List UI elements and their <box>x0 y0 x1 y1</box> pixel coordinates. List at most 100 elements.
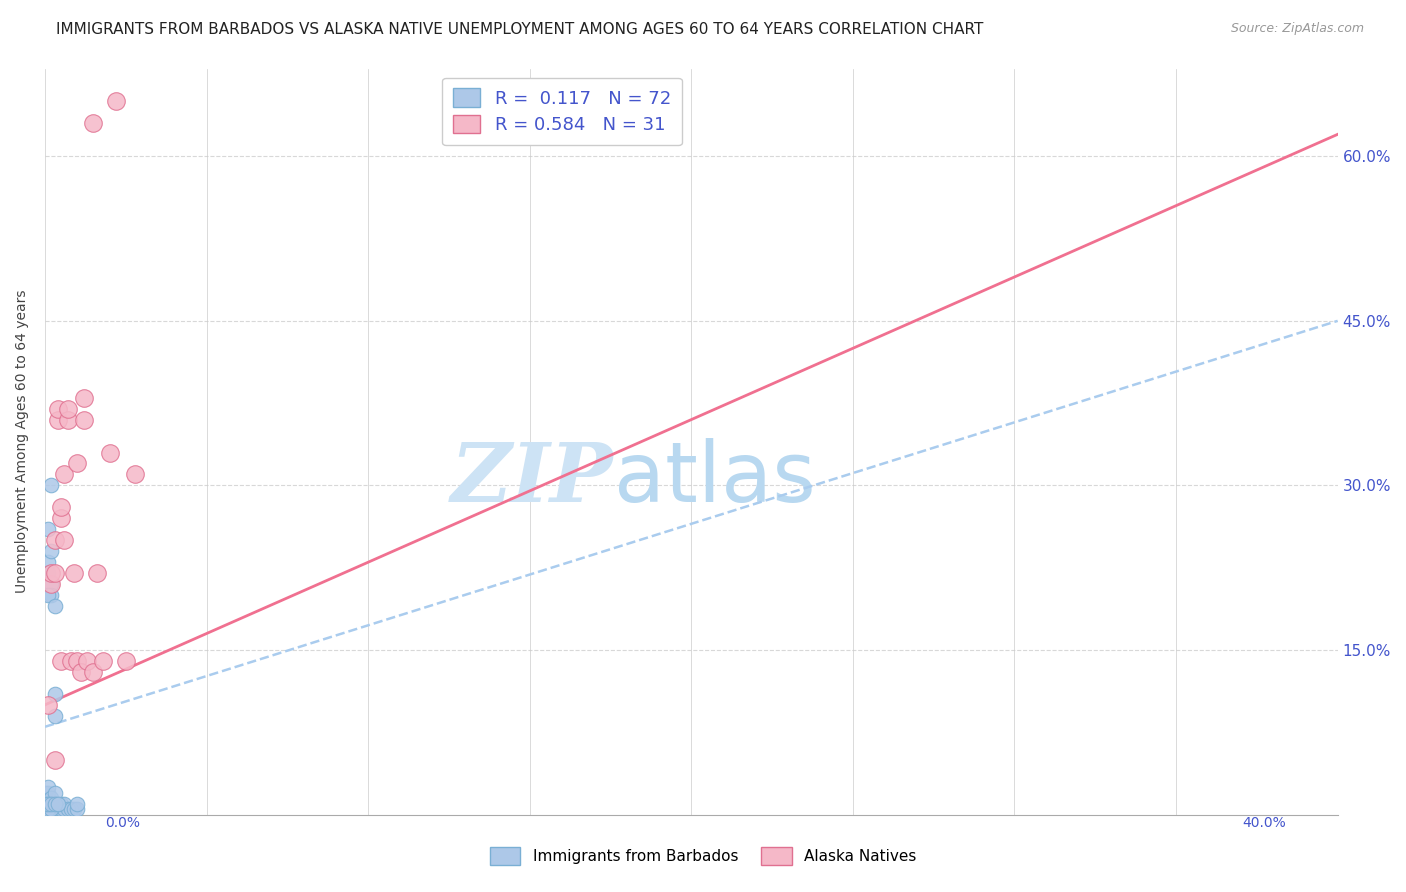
Point <box>41 802 63 816</box>
Text: atlas: atlas <box>614 438 815 519</box>
Point <box>37 698 59 712</box>
Point <box>41 802 63 816</box>
Point <box>49 500 72 515</box>
Point <box>44 797 66 811</box>
Point <box>76 654 98 668</box>
Point <box>37 780 59 794</box>
Point <box>46 401 69 416</box>
Point <box>63 566 86 581</box>
Point <box>41 791 63 805</box>
Legend: R =  0.117   N = 72, R = 0.584   N = 31: R = 0.117 N = 72, R = 0.584 N = 31 <box>443 78 682 145</box>
Point <box>44 533 66 548</box>
Point <box>46 412 69 426</box>
Point <box>82 116 104 130</box>
Point <box>73 391 96 405</box>
Point <box>73 412 96 426</box>
Point <box>41 577 63 591</box>
Point <box>37 802 59 816</box>
Point <box>37 802 59 816</box>
Point <box>37 588 59 602</box>
Point <box>34 797 56 811</box>
Point <box>49 797 72 811</box>
Point <box>53 802 76 816</box>
Point <box>44 786 66 800</box>
Point <box>41 577 63 591</box>
Text: ZIP: ZIP <box>451 439 614 519</box>
Point <box>37 807 59 822</box>
Text: Source: ZipAtlas.com: Source: ZipAtlas.com <box>1230 22 1364 36</box>
Point <box>41 802 63 816</box>
Point <box>82 665 104 679</box>
Point <box>53 533 76 548</box>
Point <box>41 797 63 811</box>
Point <box>91 654 114 668</box>
Point <box>44 802 66 816</box>
Point <box>37 797 59 811</box>
Point <box>46 797 69 811</box>
Point <box>37 797 59 811</box>
Point <box>98 445 121 459</box>
Point <box>44 753 66 767</box>
Point <box>34 802 56 816</box>
Point <box>44 802 66 816</box>
Point <box>44 802 66 816</box>
Point <box>37 802 59 816</box>
Point <box>59 802 82 816</box>
Point <box>56 802 79 816</box>
Point <box>41 797 63 811</box>
Point <box>44 566 66 581</box>
Point <box>66 802 89 816</box>
Point <box>41 797 63 811</box>
Point <box>44 797 66 811</box>
Point <box>34 797 56 811</box>
Point <box>44 797 66 811</box>
Point <box>49 802 72 816</box>
Point <box>41 802 63 816</box>
Point <box>53 467 76 482</box>
Point <box>66 797 89 811</box>
Point <box>37 797 59 811</box>
Point <box>46 802 69 816</box>
Point <box>59 654 82 668</box>
Point <box>41 797 63 811</box>
Point <box>49 654 72 668</box>
Point <box>34 807 56 822</box>
Point <box>114 654 136 668</box>
Point <box>34 791 56 805</box>
Point <box>37 555 59 569</box>
Point <box>41 797 63 811</box>
Point <box>34 797 56 811</box>
Point <box>37 791 59 805</box>
Point <box>53 797 76 811</box>
Point <box>86 566 108 581</box>
Point <box>66 654 89 668</box>
Point <box>37 802 59 816</box>
Point <box>34 797 56 811</box>
Point <box>37 802 59 816</box>
Point <box>124 467 146 482</box>
Point <box>44 687 66 701</box>
Point <box>41 544 63 558</box>
Point <box>37 797 59 811</box>
Point <box>37 797 59 811</box>
Point <box>37 786 59 800</box>
Point <box>49 511 72 525</box>
Point <box>34 786 56 800</box>
Point <box>37 802 59 816</box>
Legend: Immigrants from Barbados, Alaska Natives: Immigrants from Barbados, Alaska Natives <box>484 841 922 871</box>
Point <box>34 802 56 816</box>
Y-axis label: Unemployment Among Ages 60 to 64 years: Unemployment Among Ages 60 to 64 years <box>15 290 30 593</box>
Point <box>41 802 63 816</box>
Point <box>41 566 63 581</box>
Point <box>34 807 56 822</box>
Point <box>41 478 63 492</box>
Point <box>69 665 91 679</box>
Point <box>46 797 69 811</box>
Text: 40.0%: 40.0% <box>1243 816 1286 830</box>
Point <box>44 797 66 811</box>
Point <box>105 95 128 109</box>
Point <box>34 802 56 816</box>
Text: IMMIGRANTS FROM BARBADOS VS ALASKA NATIVE UNEMPLOYMENT AMONG AGES 60 TO 64 YEARS: IMMIGRANTS FROM BARBADOS VS ALASKA NATIV… <box>56 22 984 37</box>
Text: 0.0%: 0.0% <box>105 816 141 830</box>
Point <box>56 412 79 426</box>
